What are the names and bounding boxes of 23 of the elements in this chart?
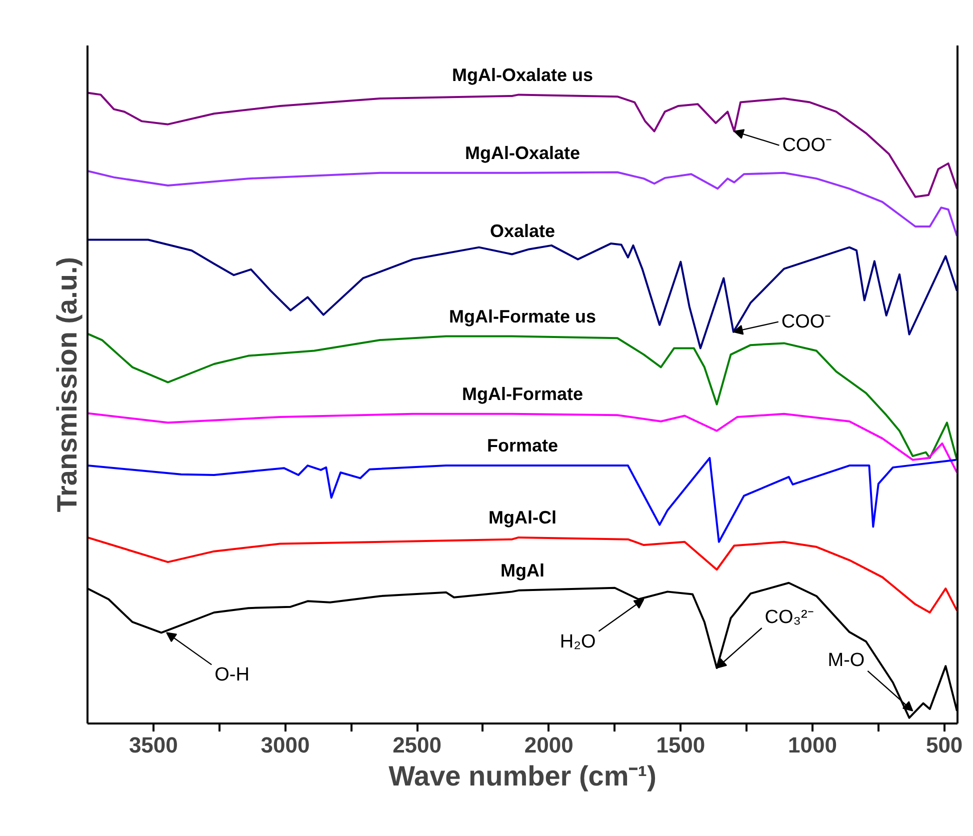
series-label: MgAl-Oxalate us	[452, 64, 594, 85]
x-tick-label: 2000	[524, 732, 574, 758]
x-tick-label: 1000	[788, 732, 837, 758]
y-axis-title: Transmission (a.u.)	[52, 256, 82, 512]
x-tick-label: 2500	[392, 732, 442, 758]
annotation: H₂O	[560, 631, 596, 652]
annotation: COO⁻	[781, 311, 831, 332]
x-axis-title: Wave number (cm⁻¹)	[388, 760, 656, 792]
x-tick-label: 3000	[260, 732, 310, 758]
series-label: MgAl	[500, 560, 545, 580]
annotation: COO⁻	[782, 134, 832, 156]
x-tick-label: 3500	[128, 732, 178, 758]
x-tick-label: 500	[926, 732, 963, 758]
annotation: M-O	[828, 650, 865, 671]
series-label: MgAl-Cl	[488, 508, 556, 528]
series-label: MgAl-Formate us	[448, 306, 596, 326]
series-label: Oxalate	[490, 221, 556, 242]
series-label: Formate	[486, 436, 558, 456]
x-tick-label: 1500	[656, 732, 706, 758]
annotation: O-H	[214, 664, 250, 686]
series-label: MgAl-Oxalate	[464, 142, 580, 163]
annotation: CO₃²⁻	[764, 607, 814, 628]
series-label: MgAl-Formate	[462, 384, 583, 404]
